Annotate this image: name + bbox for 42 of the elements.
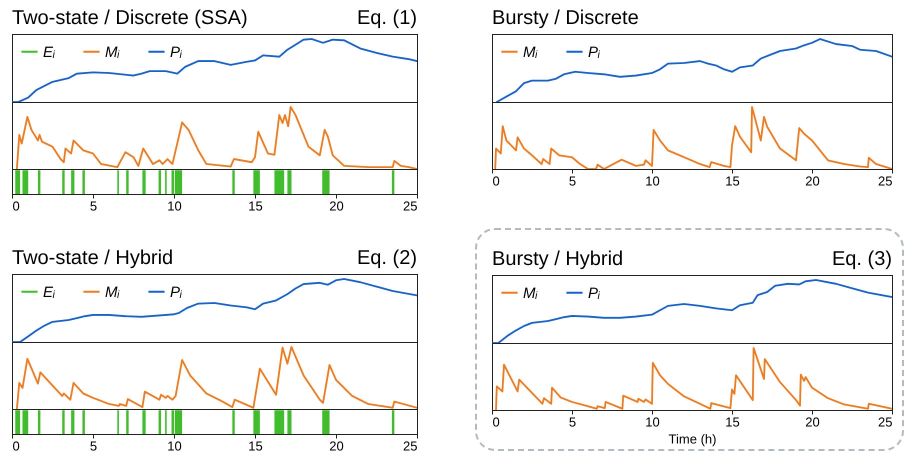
- x-tick-label: 15: [725, 414, 740, 430]
- chart-title: Bursty / Discrete: [492, 7, 639, 29]
- x-tick-label: 25: [878, 414, 892, 430]
- text: Eq. (2): [356, 247, 417, 269]
- text: Eq. (3): [832, 248, 892, 270]
- text: Eᵢ: [43, 44, 55, 61]
- legend-label: Pᵢ: [170, 284, 184, 301]
- text: Eᵢ: [43, 284, 55, 301]
- text: Mᵢ: [105, 44, 120, 61]
- text: Mᵢ: [523, 284, 538, 302]
- x-tick-label: 0: [492, 414, 500, 430]
- chart-title: Two-state / Discrete (SSA): [12, 7, 248, 29]
- x-axis-title: Time (h): [668, 432, 716, 446]
- x-tick-label: 20: [805, 414, 820, 430]
- legend-label: Pᵢ: [588, 44, 602, 61]
- x-tick-label: 5: [568, 174, 576, 188]
- x-tick-label: 5: [90, 438, 98, 454]
- text: Mᵢ: [105, 284, 120, 301]
- x-tick-label: 10: [645, 414, 660, 430]
- x-tick-label: 20: [329, 198, 344, 214]
- x-tick-label: 25: [878, 174, 892, 188]
- x-tick-label: 20: [329, 438, 344, 454]
- x-tick-label: 10: [167, 198, 182, 214]
- x-tick-label: 20: [805, 174, 820, 188]
- chart-title: Two-state / Hybrid: [12, 247, 174, 269]
- x-tick-label: 5: [568, 414, 576, 430]
- legend-label: Pᵢ: [588, 284, 602, 302]
- x-tick-label: 15: [248, 198, 263, 214]
- x-tick-label: 25: [403, 198, 418, 214]
- x-tick-label: 0: [12, 438, 20, 454]
- chart-title: Bursty / Hybrid: [492, 248, 624, 270]
- text: Eq. (1): [356, 7, 417, 29]
- x-tick-label: 5: [90, 198, 98, 214]
- x-tick-label: 15: [725, 174, 740, 188]
- x-tick-label: 25: [403, 438, 418, 454]
- text: Mᵢ: [523, 44, 538, 61]
- x-tick-label: 0: [12, 198, 20, 214]
- x-tick-label: 10: [167, 438, 182, 454]
- x-tick-label: 0: [492, 174, 500, 188]
- legend-label: Pᵢ: [170, 44, 184, 61]
- x-tick-label: 10: [645, 174, 660, 188]
- x-tick-label: 15: [248, 438, 263, 454]
